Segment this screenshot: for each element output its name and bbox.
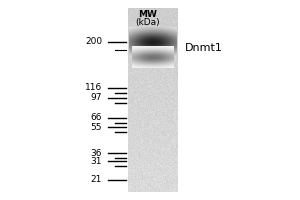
Text: 200: 200	[85, 38, 102, 46]
Text: 66: 66	[91, 114, 102, 122]
Text: 116: 116	[85, 84, 102, 92]
Text: 55: 55	[91, 122, 102, 132]
Text: 97: 97	[91, 94, 102, 102]
Text: Dnmt1: Dnmt1	[185, 43, 223, 53]
Text: (kDa): (kDa)	[136, 18, 160, 27]
Text: 31: 31	[91, 156, 102, 166]
Text: 21: 21	[91, 176, 102, 184]
Text: 36: 36	[91, 148, 102, 158]
Text: MW: MW	[139, 10, 158, 19]
